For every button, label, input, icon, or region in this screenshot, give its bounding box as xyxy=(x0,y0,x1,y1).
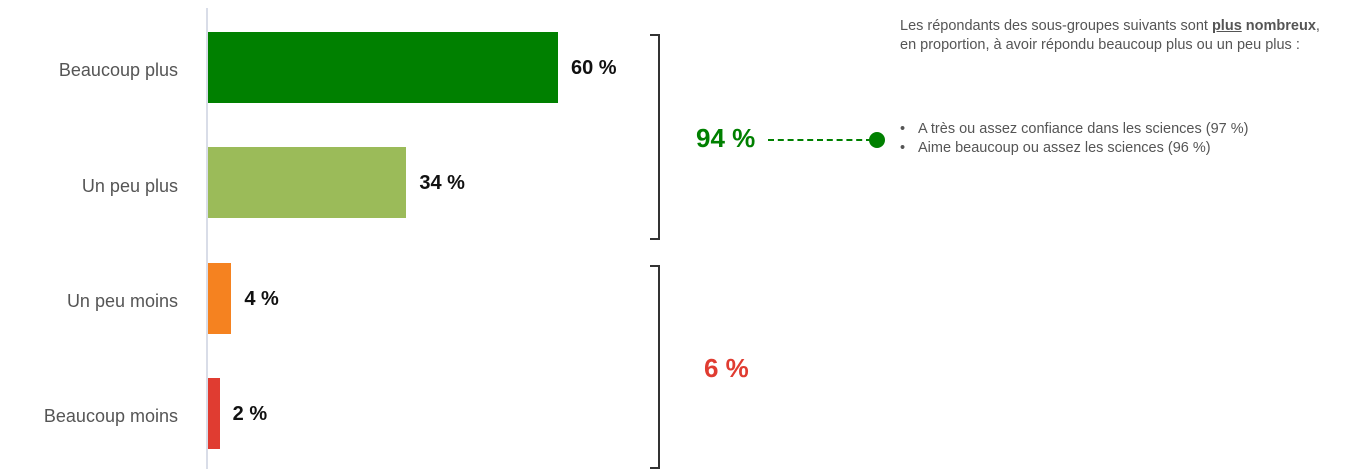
note-text-before: Les répondants des sous-groupes suivants… xyxy=(900,18,1212,34)
bar-un-peu-moins xyxy=(208,263,232,334)
group-total-top: 94 % xyxy=(696,123,756,153)
list-item: A très ou assez confiance dans les scien… xyxy=(900,120,1248,139)
category-label-beaucoup-moins: Beaucoup moins xyxy=(43,406,178,426)
value-label-un-peu-plus: 34 % xyxy=(419,171,465,194)
note-text-after: , en proportion, à avoir répondu beaucou… xyxy=(900,18,1320,53)
bar-beaucoup-moins xyxy=(208,378,220,449)
axis-line xyxy=(206,8,208,469)
value-label-un-peu-moins: 4 % xyxy=(244,287,279,310)
group-total-bottom: 6 % xyxy=(704,353,749,383)
bracket-bottom-group xyxy=(650,265,660,469)
connector-dot xyxy=(869,132,885,148)
category-label-un-peu-plus: Un peu plus xyxy=(81,176,178,196)
note-highlight-nombreux: nombreux xyxy=(1245,18,1316,34)
bracket-top-group xyxy=(650,34,660,240)
value-label-beaucoup-moins: 2 % xyxy=(232,402,268,425)
value-label-beaucoup-plus: 60 % xyxy=(571,56,617,79)
subgroup-note: Les répondants des sous-groupes suivants… xyxy=(900,17,1320,55)
dashed-connector xyxy=(768,139,872,141)
subgroup-list: A très ou assez confiance dans les scien… xyxy=(900,120,1248,158)
category-label-un-peu-moins: Un peu moins xyxy=(66,291,178,311)
note-highlight-plus: plus xyxy=(1211,18,1242,34)
bar-beaucoup-plus xyxy=(208,32,558,103)
category-label-beaucoup-plus: Beaucoup plus xyxy=(58,60,178,80)
list-item: Aime beaucoup ou assez les sciences (96 … xyxy=(900,139,1248,158)
bar-un-peu-plus xyxy=(208,147,407,218)
